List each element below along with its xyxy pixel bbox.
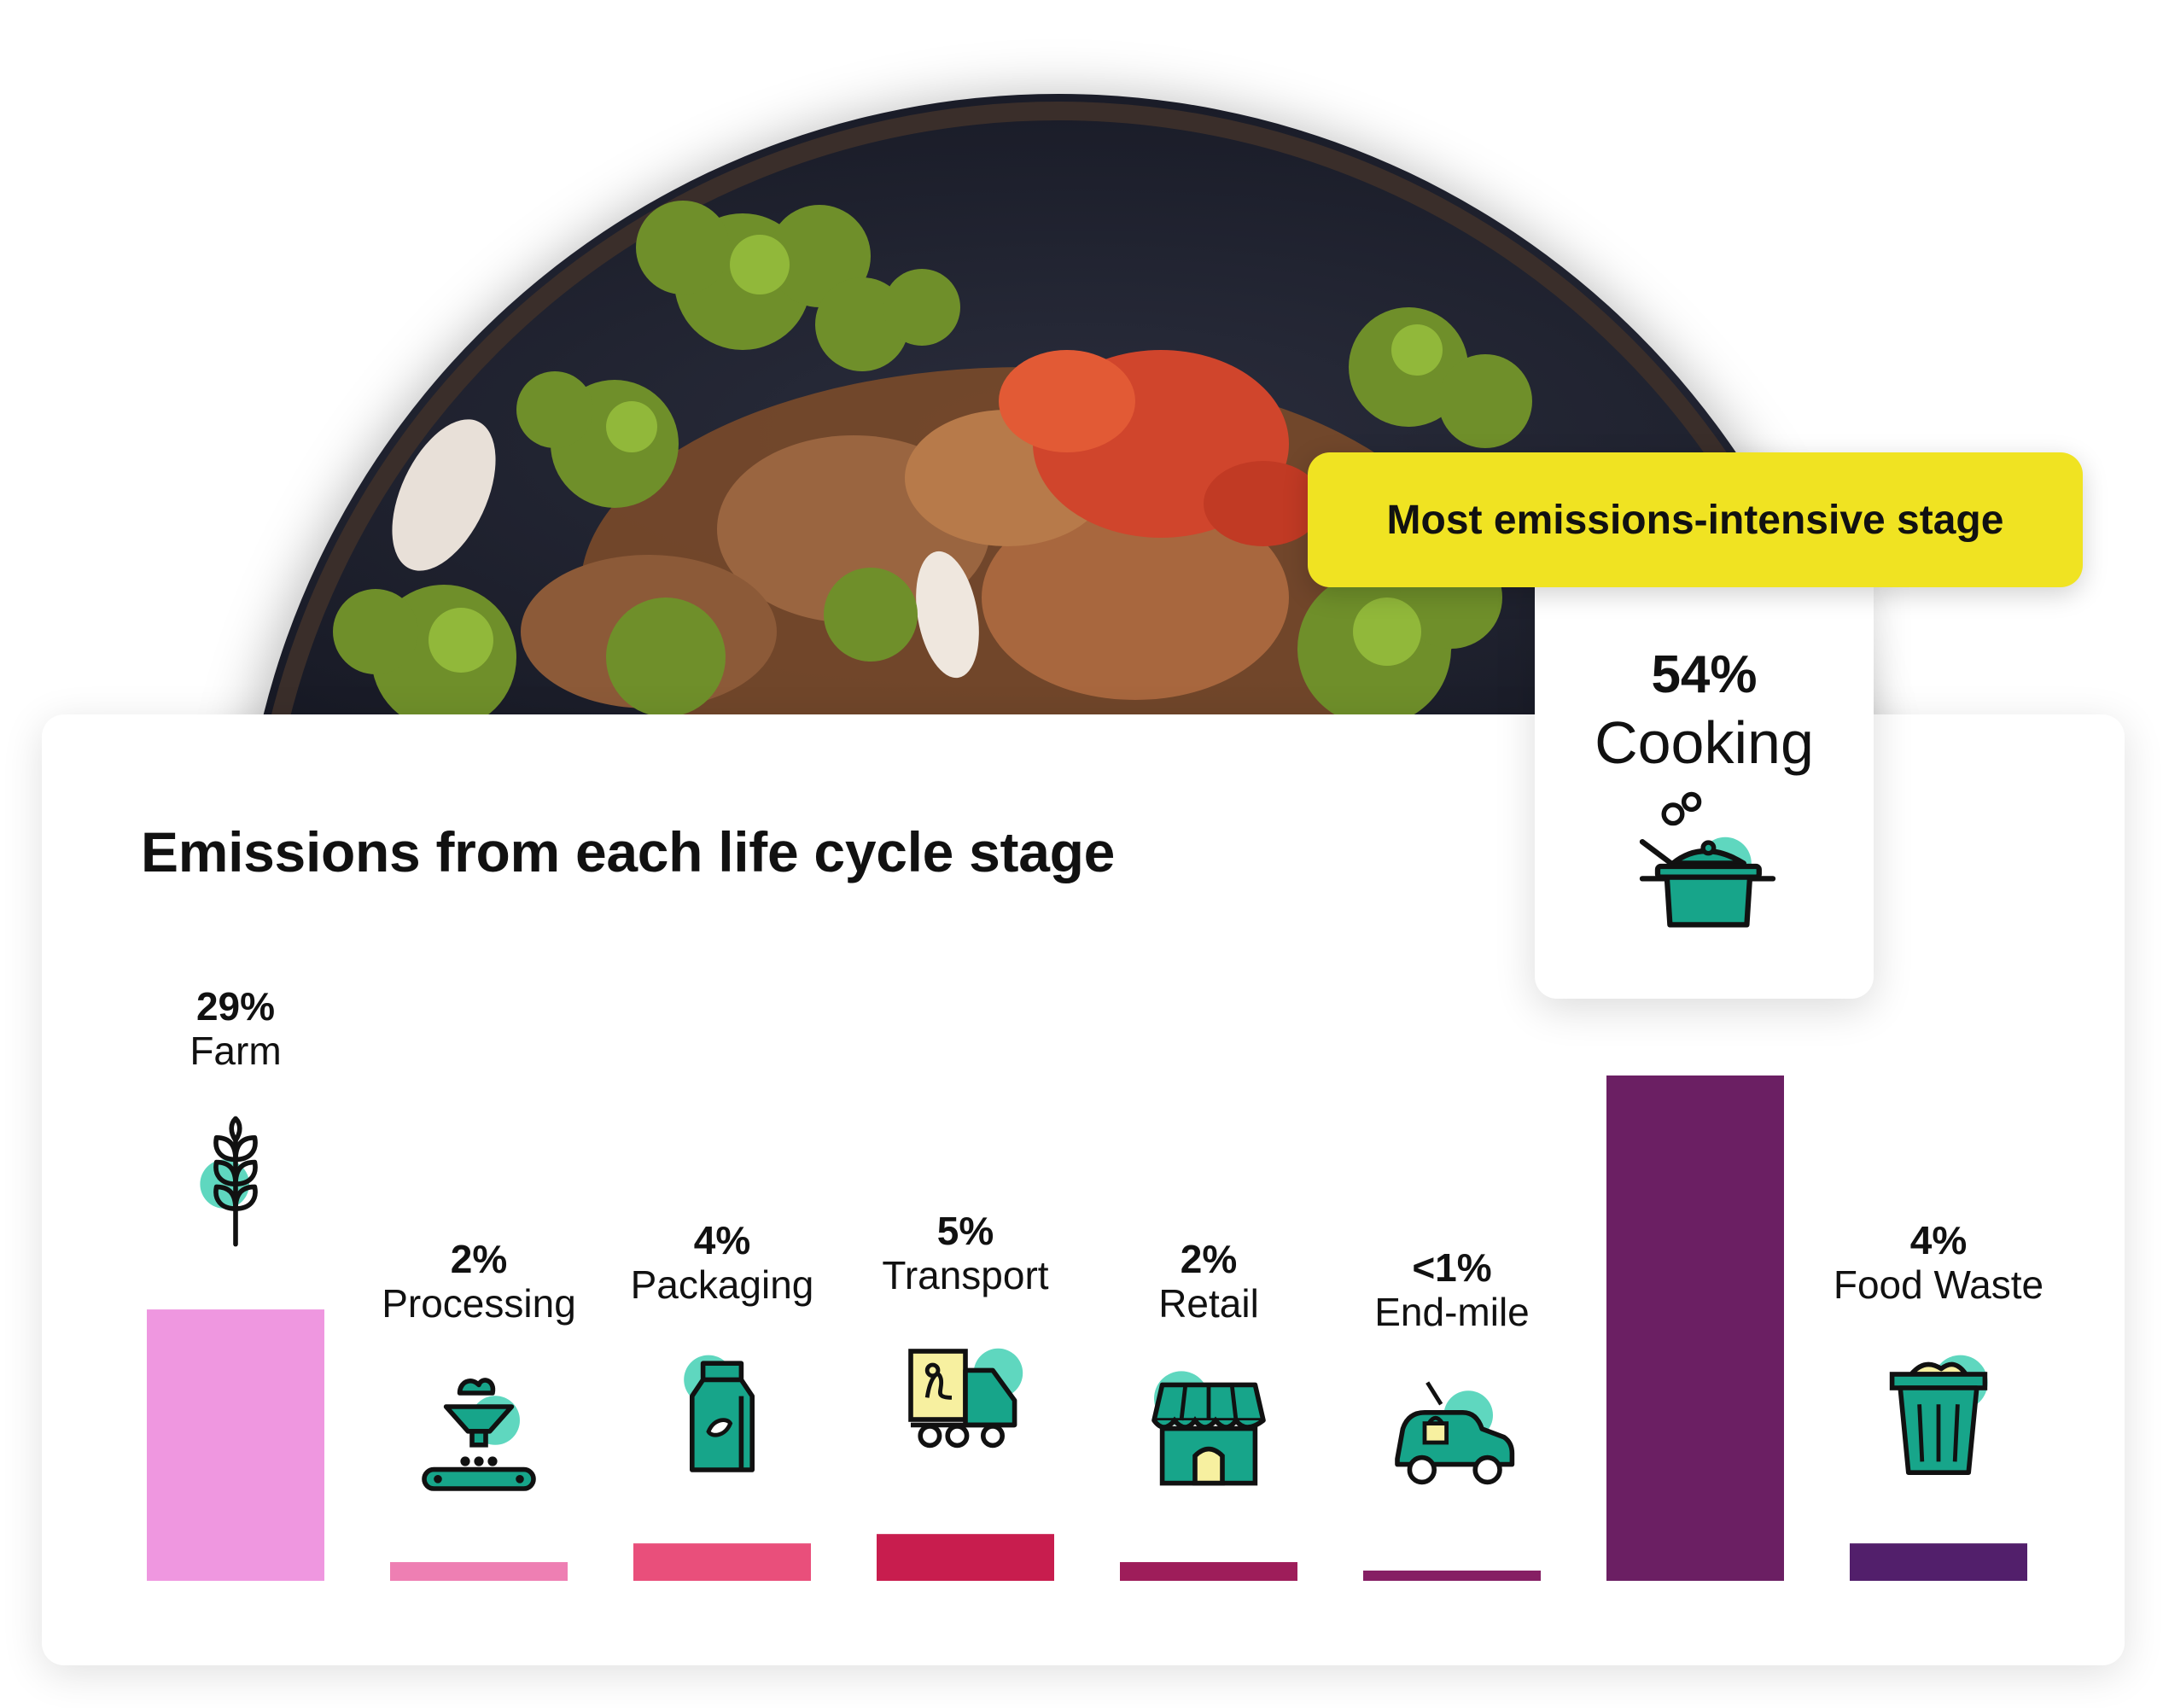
bar-retail	[1120, 1562, 1297, 1581]
value-label: <1%	[1412, 1245, 1492, 1290]
category-label: Retail	[1158, 1280, 1259, 1326]
trash-bin-icon	[1870, 1347, 2007, 1484]
category-label: Packaging	[630, 1262, 814, 1307]
cooking-pot-icon	[1627, 790, 1781, 943]
storefront-icon	[1140, 1366, 1277, 1502]
value-label: 4%	[1909, 1218, 1968, 1263]
delivery-truck-icon	[897, 1338, 1034, 1474]
chart-title: Emissions from each life cycle stage	[141, 820, 1116, 883]
category-label: Processing	[382, 1280, 576, 1326]
value-label: 2%	[1180, 1237, 1238, 1282]
label-transport: 5% Transport	[829, 1210, 1102, 1297]
label-end-mile: <1% End-mile	[1315, 1245, 1589, 1334]
label-farm: 29% Farm	[99, 985, 372, 1073]
bar-cooking	[1606, 1076, 1784, 1581]
bar-food-waste	[1850, 1543, 2027, 1581]
milk-carton-icon	[654, 1347, 790, 1484]
bar-transport	[877, 1534, 1054, 1581]
cooking-category-label: Cooking	[1595, 709, 1814, 776]
most-emissions-badge: Most emissions-intensive stage	[1308, 452, 2083, 587]
wheat-icon	[167, 1113, 304, 1250]
bar-packaging	[633, 1543, 811, 1581]
processing-machine-icon	[411, 1366, 547, 1502]
value-label: 2%	[450, 1237, 508, 1282]
label-processing: 2% Processing	[342, 1238, 615, 1326]
label-packaging: 4% Packaging	[586, 1219, 859, 1307]
cooking-highlight-card: 54% Cooking	[1535, 555, 1874, 999]
delivery-car-icon	[1384, 1374, 1520, 1511]
bar-farm	[147, 1309, 324, 1581]
category-label: Farm	[189, 1028, 282, 1073]
value-label: 29%	[195, 984, 276, 1029]
cooking-value-label: 54%	[1651, 645, 1758, 704]
label-food-waste: 4% Food Waste	[1802, 1219, 2075, 1307]
value-label: 4%	[693, 1218, 751, 1263]
label-retail: 2% Retail	[1072, 1238, 1345, 1326]
category-label: End-mile	[1374, 1289, 1530, 1334]
category-label: Food Waste	[1833, 1262, 2044, 1307]
bar-processing	[390, 1562, 568, 1581]
value-label: 5%	[936, 1209, 994, 1254]
bar-end-mile	[1363, 1571, 1541, 1581]
category-label: Transport	[882, 1252, 1049, 1297]
